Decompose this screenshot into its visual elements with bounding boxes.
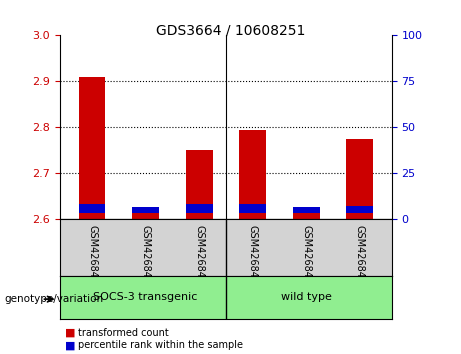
Bar (293, 207, 319, 212)
Text: ■: ■ (65, 328, 75, 338)
Text: SOCS-3 transgenic: SOCS-3 transgenic (94, 292, 198, 302)
Bar (79, 204, 106, 212)
Text: transformed count: transformed count (78, 328, 169, 338)
Text: GSM426842: GSM426842 (194, 225, 204, 284)
Bar (346, 139, 373, 219)
Text: GSM426844: GSM426844 (301, 225, 311, 284)
Bar (346, 206, 373, 212)
Text: percentile rank within the sample: percentile rank within the sample (78, 340, 243, 350)
Text: GSM426841: GSM426841 (141, 225, 151, 284)
Text: GSM426845: GSM426845 (355, 225, 365, 284)
Bar (293, 208, 319, 219)
Bar (239, 204, 266, 212)
Text: genotype/variation: genotype/variation (5, 294, 104, 304)
Bar (239, 130, 266, 219)
Bar (186, 150, 213, 219)
Text: GSM426843: GSM426843 (248, 225, 258, 284)
Bar (79, 77, 106, 219)
Bar (132, 207, 159, 212)
Text: GDS3664 / 10608251: GDS3664 / 10608251 (156, 23, 305, 37)
Text: wild type: wild type (281, 292, 331, 302)
Bar (132, 210, 159, 219)
Bar (186, 204, 213, 212)
Text: GSM426840: GSM426840 (87, 225, 97, 284)
Text: ■: ■ (65, 340, 75, 350)
